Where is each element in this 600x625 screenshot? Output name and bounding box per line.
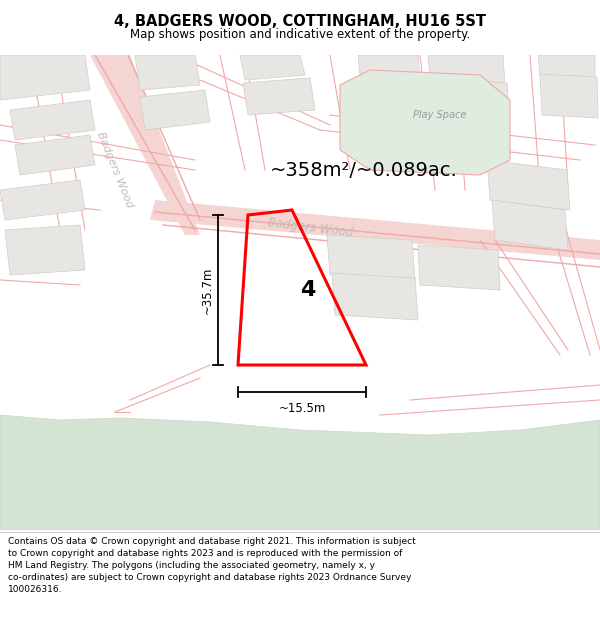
Polygon shape [492, 200, 568, 250]
Text: ~35.7m: ~35.7m [200, 266, 214, 314]
Text: Play Space: Play Space [413, 110, 467, 120]
Polygon shape [358, 55, 420, 80]
Text: Map shows position and indicative extent of the property.: Map shows position and indicative extent… [130, 28, 470, 41]
Text: ~15.5m: ~15.5m [278, 401, 326, 414]
Polygon shape [15, 135, 95, 175]
Polygon shape [240, 55, 305, 80]
Polygon shape [332, 273, 418, 320]
Text: 4: 4 [301, 280, 316, 300]
Polygon shape [90, 55, 200, 235]
Text: Badgers Wood: Badgers Wood [266, 216, 353, 239]
Text: 4, BADGERS WOOD, COTTINGHAM, HU16 5ST: 4, BADGERS WOOD, COTTINGHAM, HU16 5ST [114, 14, 486, 29]
Polygon shape [340, 70, 510, 175]
Polygon shape [360, 73, 428, 120]
Polygon shape [135, 55, 200, 90]
Polygon shape [538, 55, 595, 78]
Text: Badgers Wood: Badgers Wood [95, 131, 135, 209]
Polygon shape [0, 55, 90, 100]
Polygon shape [487, 160, 570, 210]
Polygon shape [150, 200, 600, 260]
Polygon shape [10, 100, 95, 140]
Polygon shape [418, 245, 500, 290]
Text: ~358m²/~0.089ac.: ~358m²/~0.089ac. [270, 161, 458, 179]
Polygon shape [428, 55, 505, 85]
Polygon shape [0, 415, 600, 530]
Polygon shape [327, 235, 415, 280]
Polygon shape [5, 225, 85, 275]
Polygon shape [140, 90, 210, 130]
Polygon shape [540, 74, 598, 118]
Text: Contains OS data © Crown copyright and database right 2021. This information is : Contains OS data © Crown copyright and d… [8, 537, 416, 594]
Polygon shape [432, 77, 510, 122]
Polygon shape [243, 78, 315, 115]
Polygon shape [0, 180, 85, 220]
